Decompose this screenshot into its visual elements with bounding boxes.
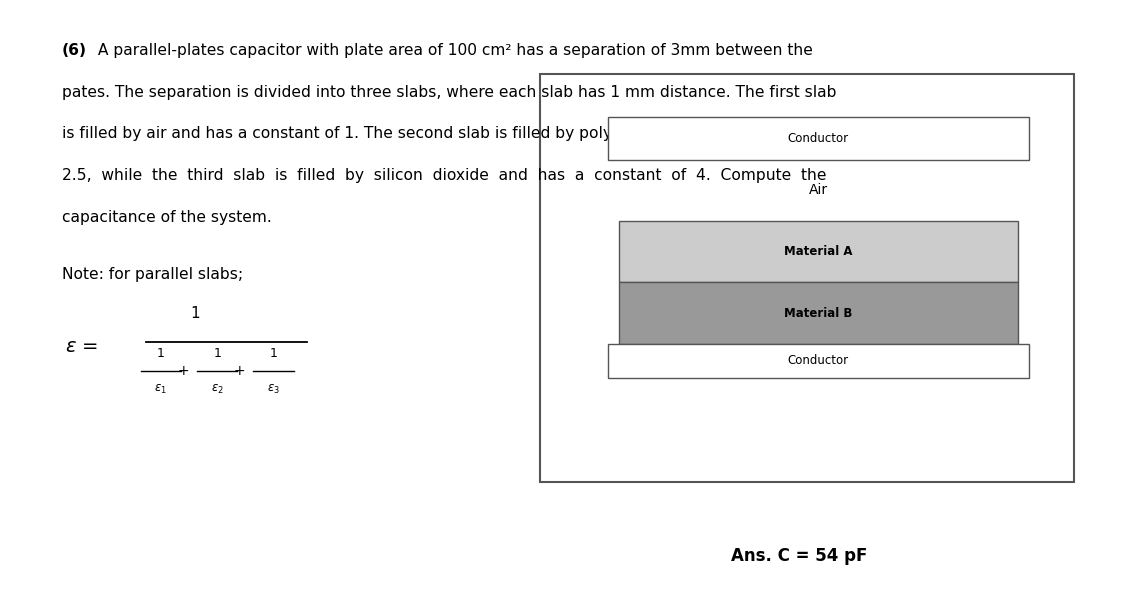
Text: 1: 1 [190, 306, 199, 321]
Text: A parallel-plates capacitor with plate area of 100 cm² has a separation of 3mm b: A parallel-plates capacitor with plate a… [93, 43, 813, 58]
Text: $\varepsilon_3$: $\varepsilon_3$ [267, 383, 280, 397]
Text: is filled by air and has a constant of 1. The second slab is filled by polystyre: is filled by air and has a constant of 1… [62, 126, 844, 141]
Text: $\epsilon$ =: $\epsilon$ = [65, 338, 98, 356]
Text: Conductor: Conductor [788, 131, 849, 145]
Text: 1: 1 [270, 346, 278, 360]
Text: Air: Air [809, 184, 828, 197]
Text: capacitance of the system.: capacitance of the system. [62, 210, 271, 225]
Text: Material A: Material A [784, 245, 853, 258]
Text: (6): (6) [62, 43, 87, 58]
Text: Material B: Material B [784, 306, 853, 320]
Text: 1: 1 [158, 346, 165, 360]
Text: 1: 1 [214, 346, 220, 360]
Text: Ans. C = 54 pF: Ans. C = 54 pF [730, 546, 867, 565]
Text: 2.5,  while  the  third  slab  is  filled  by  silicon  dioxide  and  has  a  co: 2.5, while the third slab is filled by s… [62, 168, 827, 183]
Text: $\varepsilon_2$: $\varepsilon_2$ [210, 383, 224, 397]
Bar [619, 221, 1018, 282]
Text: $\varepsilon_1$: $\varepsilon_1$ [154, 383, 168, 397]
Text: Note: for parallel slabs;: Note: for parallel slabs; [62, 267, 243, 282]
Text: +: + [234, 365, 245, 378]
Text: Conductor: Conductor [788, 354, 849, 367]
Bar [540, 74, 1074, 482]
Text: +: + [178, 365, 189, 378]
Text: pates. The separation is divided into three slabs, where each slab has 1 mm dist: pates. The separation is divided into th… [62, 85, 836, 99]
Bar [619, 282, 1018, 344]
Bar [608, 117, 1029, 160]
Bar [608, 344, 1029, 378]
